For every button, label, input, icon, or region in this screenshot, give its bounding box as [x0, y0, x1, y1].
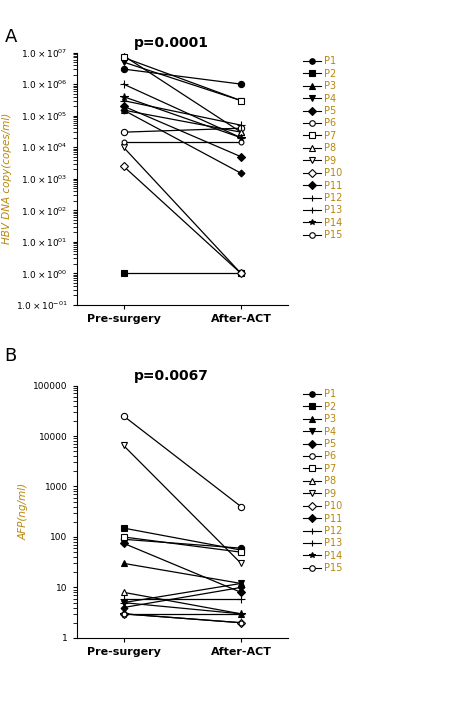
Legend: P1, P2, P3, P4, P5, P6, P7, P8, P9, P10, P11, P12, P13, P14, P15: P1, P2, P3, P4, P5, P6, P7, P8, P9, P10,…: [299, 386, 347, 577]
Y-axis label: AFP(ng/ml): AFP(ng/ml): [19, 483, 29, 540]
Legend: P1, P2, P3, P4, P5, P6, P7, P8, P9, P10, P11, P12, P13, P14, P15: P1, P2, P3, P4, P5, P6, P7, P8, P9, P10,…: [299, 53, 347, 244]
Y-axis label: HBV DNA copy(copes/ml): HBV DNA copy(copes/ml): [2, 113, 12, 245]
Text: B: B: [4, 347, 17, 365]
Title: p=0.0067: p=0.0067: [134, 369, 209, 383]
Title: p=0.0001: p=0.0001: [134, 36, 209, 50]
Text: A: A: [4, 28, 17, 46]
